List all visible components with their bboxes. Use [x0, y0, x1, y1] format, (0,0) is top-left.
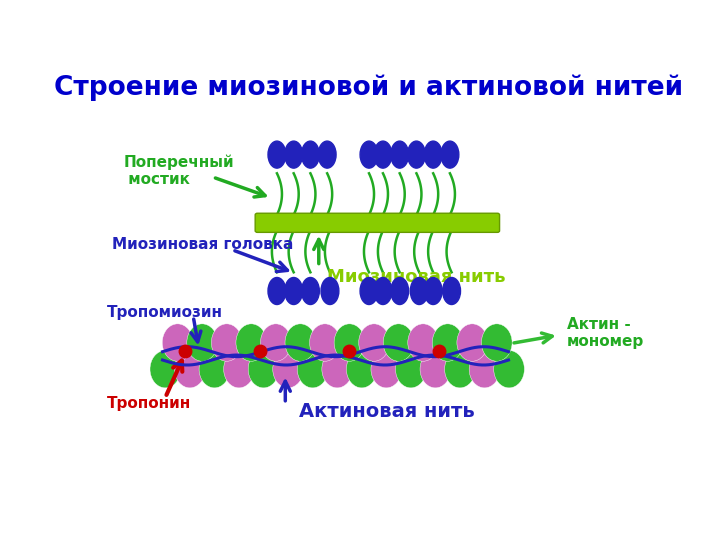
FancyBboxPatch shape: [255, 213, 500, 232]
Ellipse shape: [186, 324, 217, 361]
Ellipse shape: [469, 350, 500, 388]
Ellipse shape: [318, 141, 336, 168]
Text: Тропонин: Тропонин: [107, 396, 191, 411]
Ellipse shape: [273, 350, 303, 388]
Ellipse shape: [310, 324, 341, 361]
Ellipse shape: [297, 350, 328, 388]
Ellipse shape: [371, 350, 402, 388]
Ellipse shape: [441, 141, 459, 168]
Ellipse shape: [321, 278, 339, 305]
Ellipse shape: [334, 324, 365, 361]
Text: Миозиновая головка: Миозиновая головка: [112, 238, 294, 252]
Ellipse shape: [284, 278, 302, 305]
Ellipse shape: [445, 350, 475, 388]
Ellipse shape: [268, 141, 286, 168]
Ellipse shape: [494, 350, 524, 388]
Ellipse shape: [420, 350, 451, 388]
Ellipse shape: [457, 324, 487, 361]
Ellipse shape: [199, 350, 230, 388]
Ellipse shape: [395, 350, 426, 388]
Ellipse shape: [383, 324, 414, 361]
Ellipse shape: [322, 350, 353, 388]
Ellipse shape: [360, 141, 378, 168]
Ellipse shape: [212, 324, 242, 361]
Ellipse shape: [248, 350, 279, 388]
Ellipse shape: [284, 141, 302, 168]
Ellipse shape: [360, 278, 378, 305]
Ellipse shape: [302, 278, 320, 305]
Ellipse shape: [359, 324, 390, 361]
Ellipse shape: [302, 141, 320, 168]
Ellipse shape: [424, 278, 442, 305]
Ellipse shape: [285, 324, 315, 361]
Ellipse shape: [261, 324, 291, 361]
Ellipse shape: [224, 350, 254, 388]
Ellipse shape: [408, 324, 438, 361]
Ellipse shape: [391, 141, 409, 168]
Ellipse shape: [432, 324, 463, 361]
Ellipse shape: [408, 141, 426, 168]
Ellipse shape: [482, 324, 512, 361]
Text: Строение миозиновой и актиновой нитей: Строение миозиновой и актиновой нитей: [55, 75, 683, 101]
Ellipse shape: [346, 350, 377, 388]
Text: Поперечный
 мостик: Поперечный мостик: [124, 154, 234, 187]
Ellipse shape: [391, 278, 409, 305]
Ellipse shape: [162, 324, 193, 361]
Text: Миозиновая нить: Миозиновая нить: [327, 268, 505, 286]
Ellipse shape: [374, 141, 392, 168]
Text: Актиновая нить: Актиновая нить: [300, 402, 475, 422]
Ellipse shape: [236, 324, 266, 361]
Text: Тропомиозин: Тропомиозин: [107, 305, 222, 320]
Ellipse shape: [410, 278, 428, 305]
Ellipse shape: [268, 278, 286, 305]
Ellipse shape: [150, 350, 181, 388]
Text: Актин -
мономер: Актин - мономер: [567, 317, 644, 349]
Ellipse shape: [424, 141, 442, 168]
Ellipse shape: [443, 278, 461, 305]
Ellipse shape: [174, 350, 205, 388]
Ellipse shape: [374, 278, 392, 305]
